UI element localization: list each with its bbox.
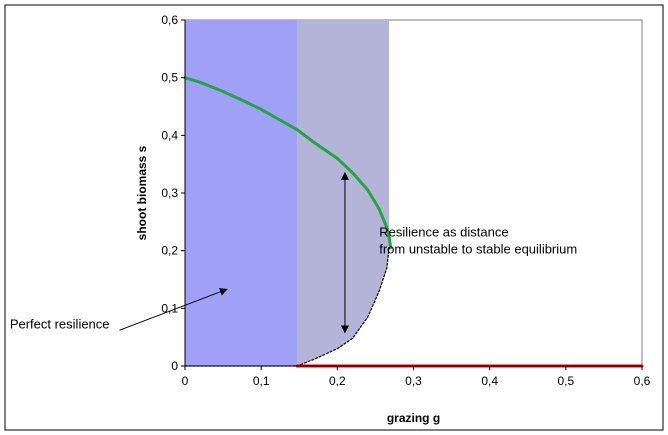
axes-layer bbox=[181, 19, 643, 370]
x-axis-title: grazing g bbox=[387, 411, 440, 425]
x-tick-label: 0,4 bbox=[481, 374, 498, 388]
plot-area bbox=[119, 19, 644, 370]
annotation-resilience-line2: from unstable to stable equilibrium bbox=[379, 242, 577, 257]
y-tick-label: 0,4 bbox=[161, 128, 178, 142]
y-axis-title: shoot biomass s bbox=[135, 145, 149, 240]
y-tick-label: 0,3 bbox=[161, 186, 178, 200]
region-perfect-resilience bbox=[185, 20, 297, 366]
tick-labels: 0 0,1 0,2 0,3 0,4 0,5 0,6 0 0,1 0,2 0,3 0,4 0,5 0,6 bbox=[161, 13, 650, 388]
y-tick-label: 0,1 bbox=[161, 301, 178, 315]
annotations-layer: Resilience as distance from unstable to … bbox=[10, 224, 577, 331]
annotation-perfect-resilience: Perfect resilience bbox=[10, 317, 110, 332]
x-tick-label: 0 bbox=[182, 374, 189, 388]
arrows-layer bbox=[119, 171, 349, 334]
x-tick-label: 0,5 bbox=[557, 374, 574, 388]
regions-layer bbox=[185, 20, 390, 366]
x-tick-label: 0,2 bbox=[329, 374, 346, 388]
y-tick-label: 0 bbox=[171, 359, 178, 373]
y-tick-label: 0,2 bbox=[161, 244, 178, 258]
x-tick-label: 0,6 bbox=[634, 374, 651, 388]
x-tick-label: 0,3 bbox=[405, 374, 422, 388]
y-tick-label: 0,5 bbox=[161, 71, 178, 85]
series-stable-equilibrium bbox=[183, 76, 393, 250]
arrow-perfect-resilience bbox=[119, 288, 228, 331]
x-tick-label: 0,1 bbox=[253, 374, 270, 388]
annotation-resilience-line1: Resilience as distance bbox=[379, 224, 508, 239]
series-unstable-equilibrium bbox=[296, 247, 390, 367]
y-tick-label: 0,6 bbox=[161, 13, 178, 27]
